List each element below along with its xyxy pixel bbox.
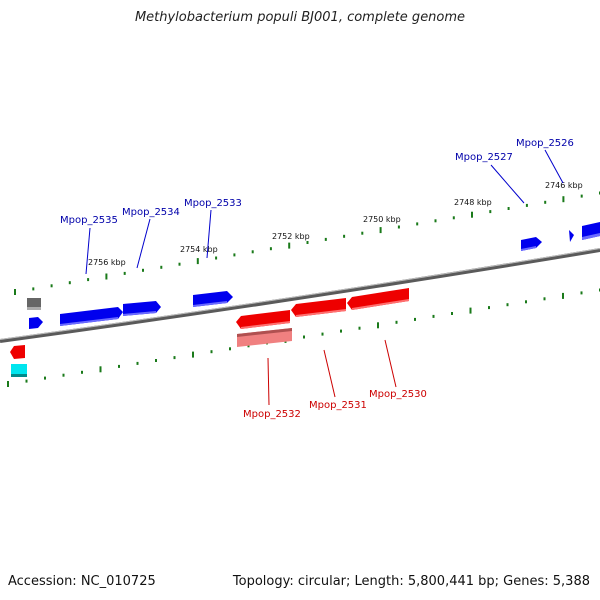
- minor-tick: [247, 344, 250, 348]
- minor-tick: [269, 247, 272, 251]
- gene-label-mpop-2533[interactable]: Mpop_2533: [184, 198, 242, 209]
- minor-tick: [340, 329, 342, 333]
- minor-tick: [434, 219, 437, 223]
- minor-tick: [506, 303, 509, 307]
- reverse-label-leaders: [267, 339, 397, 406]
- minor-tick: [358, 326, 361, 330]
- minor-tick: [233, 253, 236, 257]
- minor-tick: [155, 359, 157, 362]
- major-tick: [288, 242, 291, 249]
- gene-label-mpop-2535[interactable]: Mpop_2535: [60, 215, 118, 226]
- minor-tick: [136, 361, 139, 365]
- kbp-label: 2750 kbp: [363, 215, 401, 224]
- major-tick: [562, 196, 565, 203]
- major-tick: [7, 381, 9, 387]
- kbp-label: 2752 kbp: [272, 232, 310, 241]
- minor-tick: [543, 297, 546, 301]
- minor-tick: [580, 291, 583, 295]
- major-tick: [99, 366, 102, 373]
- gene-small-red-left[interactable]: [10, 345, 25, 359]
- minor-tick: [25, 379, 28, 383]
- minor-tick: [361, 231, 364, 235]
- gene-mpop-2534[interactable]: [123, 301, 161, 316]
- gene-mpop-2532-pseudo[interactable]: [237, 328, 292, 347]
- minor-tick: [489, 210, 492, 214]
- minor-tick: [229, 347, 231, 351]
- gene-rna-cyan[interactable]: [11, 364, 27, 377]
- gene-mpop-2527[interactable]: [521, 237, 542, 251]
- minor-tick: [303, 335, 305, 339]
- minor-tick: [324, 237, 327, 241]
- gene-mpop-2526[interactable]: [569, 230, 574, 242]
- minor-tick: [32, 287, 35, 291]
- major-tick: [14, 289, 16, 295]
- minor-tick: [397, 225, 400, 229]
- major-tick: [192, 351, 194, 358]
- minor-tick: [580, 194, 583, 198]
- major-tick: [562, 292, 564, 299]
- major-tick: [471, 211, 473, 218]
- minor-tick: [525, 203, 528, 207]
- minor-tick: [525, 300, 527, 304]
- gene-label-mpop-2530[interactable]: Mpop_2530: [369, 389, 427, 400]
- minor-tick: [62, 373, 65, 377]
- kbp-label: 2754 kbp: [180, 245, 218, 254]
- map-title: Methylobacterium populi BJ001, complete …: [134, 10, 466, 25]
- minor-tick: [343, 234, 346, 238]
- gene-label-mpop-2534[interactable]: Mpop_2534: [122, 207, 180, 218]
- minor-tick: [321, 332, 324, 336]
- minor-tick: [215, 256, 218, 260]
- minor-tick: [123, 271, 126, 275]
- minor-tick: [414, 317, 416, 321]
- genome-backbone-highlight: [0, 248, 600, 340]
- minor-tick: [50, 284, 53, 288]
- forward-tick-track: [14, 191, 600, 295]
- gene-mpop-2532[interactable]: [236, 310, 290, 329]
- minor-tick: [306, 241, 309, 244]
- gene-mpop-2535[interactable]: [60, 307, 123, 326]
- minor-tick: [432, 314, 435, 318]
- minor-tick: [81, 370, 83, 374]
- major-tick: [377, 322, 379, 329]
- gene-mpop-2530[interactable]: [347, 288, 409, 310]
- minor-tick: [395, 320, 398, 324]
- gene-small-left[interactable]: [29, 317, 43, 329]
- minor-tick: [544, 200, 547, 204]
- gene-right-edge[interactable]: [582, 222, 600, 240]
- minor-tick: [173, 356, 176, 360]
- gene-label-mpop-2531[interactable]: Mpop_2531: [309, 400, 367, 411]
- minor-tick: [118, 364, 120, 368]
- minor-tick: [416, 222, 419, 226]
- major-tick: [196, 258, 199, 265]
- kbp-label: 2756 kbp: [88, 258, 126, 267]
- minor-tick: [507, 207, 510, 210]
- minor-tick: [210, 350, 213, 354]
- minor-tick: [68, 281, 71, 285]
- gene-mpop-2531[interactable]: [291, 298, 346, 317]
- minor-tick: [178, 262, 181, 266]
- forward-label-leaders: [85, 149, 564, 275]
- major-tick: [105, 273, 108, 280]
- gene-mpop-2533[interactable]: [193, 291, 233, 307]
- minor-tick: [44, 376, 46, 380]
- minor-tick: [251, 250, 254, 254]
- kbp-label: 2748 kbp: [454, 198, 492, 207]
- minor-tick: [451, 312, 453, 315]
- gene-other-grey[interactable]: [27, 298, 41, 310]
- gene-label-mpop-2527[interactable]: Mpop_2527: [455, 152, 513, 163]
- gene-label-mpop-2526[interactable]: Mpop_2526: [516, 138, 574, 149]
- genome-summary-text: Topology: circular; Length: 5,800,441 bp…: [232, 574, 590, 589]
- minor-tick: [87, 278, 90, 282]
- minor-tick: [142, 268, 144, 272]
- gene-label-mpop-2532[interactable]: Mpop_2532: [243, 409, 301, 420]
- accession-text: Accession: NC_010725: [8, 574, 156, 589]
- kbp-label: 2746 kbp: [545, 181, 583, 190]
- minor-tick: [488, 306, 490, 310]
- major-tick: [469, 307, 472, 314]
- genome-backbone: [0, 248, 600, 343]
- major-tick: [379, 227, 382, 234]
- minor-tick: [452, 216, 455, 220]
- minor-tick: [160, 265, 163, 269]
